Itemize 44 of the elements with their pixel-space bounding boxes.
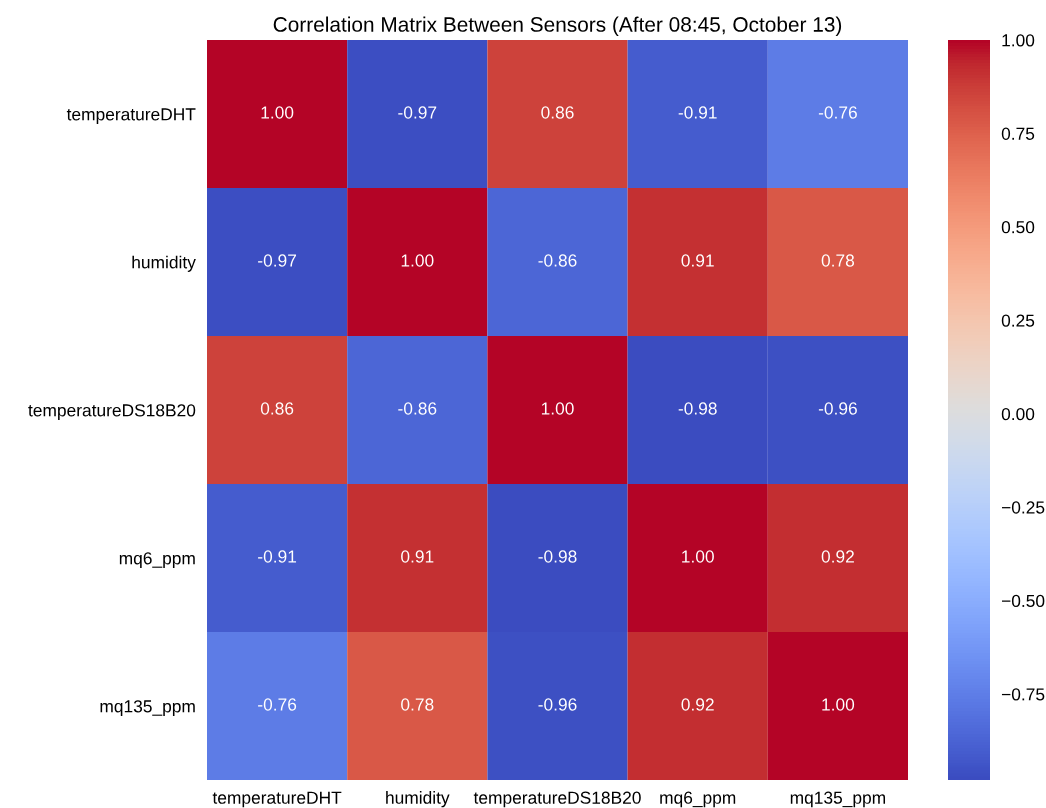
data-label: 0.86 — [541, 106, 574, 119]
x-tick-label: temperatureDS18B20 — [473, 791, 641, 808]
data-label: -0.76 — [258, 698, 297, 711]
y-tick-label: temperatureDHT — [66, 108, 196, 124]
data-label: 1.00 — [541, 402, 574, 415]
y-tick-label: mq135_ppm — [100, 700, 195, 716]
data-label: 0.91 — [401, 550, 434, 563]
data-label: 0.91 — [681, 254, 714, 267]
data-label: 0.78 — [401, 698, 434, 711]
x-tick-label: humidity — [386, 791, 450, 808]
color-bar-label: −0.50 — [1001, 594, 1045, 608]
x-tick-label: temperatureDHT — [212, 791, 342, 808]
data-label: 1.00 — [822, 698, 855, 711]
color-bar-label: 1.00 — [1002, 34, 1035, 47]
data-label: 0.92 — [821, 550, 854, 563]
color-bar-label: 0.50 — [1001, 221, 1035, 234]
data-label: -0.86 — [538, 254, 577, 267]
data-label: -0.97 — [258, 254, 297, 267]
color-bar-label: 0.25 — [1001, 314, 1035, 327]
color-bar-label: −0.25 — [1001, 501, 1045, 514]
data-label: 1.00 — [682, 550, 714, 563]
x-tick-label: mq6_ppm — [660, 791, 736, 808]
color-bar-label: −0.75 — [1001, 688, 1045, 701]
data-label: 1.00 — [401, 254, 434, 267]
data-label: -0.76 — [818, 106, 857, 119]
data-label: -0.98 — [678, 402, 717, 415]
data-label: -0.86 — [398, 402, 437, 415]
color-bar-label: 0.75 — [1001, 127, 1035, 140]
data-label: -0.96 — [538, 698, 577, 711]
data-label: 1.00 — [261, 106, 294, 119]
x-tick-label: mq135_ppm — [790, 791, 886, 808]
data-label: -0.96 — [818, 402, 857, 415]
chart-title: Correlation Matrix Between Sensors (After 08:45, October 13) — [273, 16, 842, 36]
data-label: -0.91 — [678, 106, 717, 119]
data-label: 0.86 — [260, 402, 294, 415]
data-label: -0.98 — [538, 550, 577, 563]
data-label: -0.97 — [398, 106, 437, 119]
color-bar-label: 0.00 — [1001, 407, 1035, 421]
data-label: -0.91 — [258, 550, 297, 563]
y-tick-label: humidity — [132, 255, 196, 272]
data-label: 0.92 — [681, 698, 714, 711]
y-tick-label: temperatureDS18B20 — [28, 404, 196, 420]
y-tick-label: mq6_ppm — [119, 552, 195, 568]
data-label: 0.78 — [821, 254, 855, 267]
